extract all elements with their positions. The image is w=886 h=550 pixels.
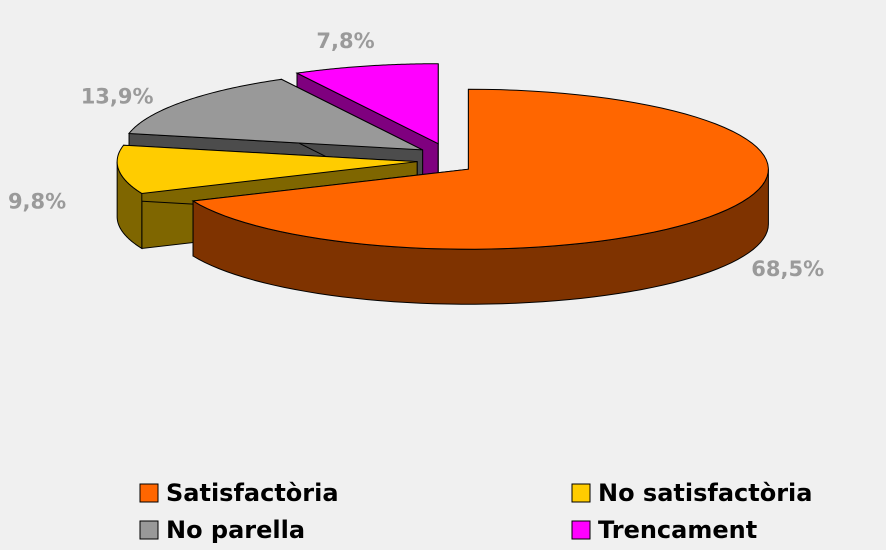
value-label: 7,8% (316, 29, 374, 53)
legend-swatch (139, 483, 159, 503)
slice-top (116, 144, 418, 194)
value-label: 13,9% (81, 84, 154, 108)
value-label: 68,5% (751, 257, 824, 281)
slice-top (191, 88, 769, 250)
slice-top (128, 78, 423, 151)
slice-top (295, 63, 439, 145)
legend-label: Trencament (598, 516, 757, 544)
legend-swatch (571, 520, 591, 540)
legend-label: Satisfactòria (166, 479, 339, 507)
slice (191, 88, 769, 305)
legend-label: No satisfactòria (598, 479, 812, 507)
value-label: 9,8% (8, 190, 66, 214)
legend-swatch (571, 483, 591, 503)
legend-label: No parella (166, 516, 305, 544)
legend-swatch (139, 520, 159, 540)
